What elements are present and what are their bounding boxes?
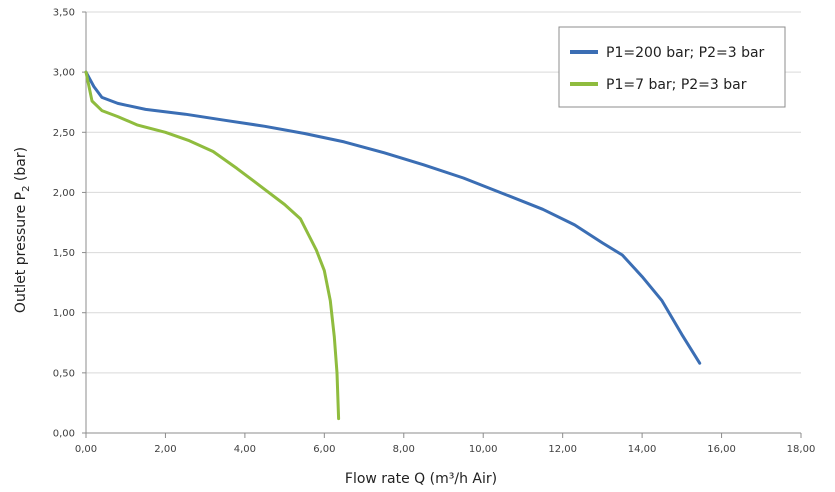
x-tick-label: 16,00	[707, 444, 736, 455]
y-tick-label: 2,00	[53, 188, 75, 199]
y-tick-label: 3,00	[53, 68, 75, 79]
y-axis-title-subscript: 2	[21, 186, 32, 192]
y-tick-label: 0,00	[53, 429, 75, 440]
x-tick-label: 14,00	[628, 444, 657, 455]
series-lines	[84, 70, 702, 421]
legend-box	[558, 26, 786, 108]
x-tick-label: 12,00	[548, 444, 577, 455]
y-axis-title: Outlet pressure P2 (bar)	[13, 147, 32, 313]
x-tick-label: 18,00	[787, 444, 816, 455]
x-tick-label: 4,00	[234, 444, 256, 455]
x-tick-label: 10,00	[469, 444, 498, 455]
y-tick-label: 2,50	[53, 128, 75, 139]
y-tick-labels: 0,00 0,50 1,00 1,50 2,00 2,50 3,00 3,50	[53, 8, 75, 440]
gridlines	[86, 11, 801, 374]
legend: P1=200 bar; P2=3 bar P1=7 bar; P2=3 bar	[558, 26, 786, 108]
legend-label-series-1: P1=200 bar; P2=3 bar	[606, 45, 765, 61]
x-tick-label: 2,00	[154, 444, 176, 455]
y-tick-label: 1,50	[53, 248, 75, 259]
series-line-1	[84, 70, 702, 365]
y-tick-label: 1,00	[53, 308, 75, 319]
x-tick-label: 0,00	[75, 444, 97, 455]
series-line-2	[84, 70, 341, 421]
x-tick-label: 8,00	[393, 444, 415, 455]
y-tick-label: 0,50	[53, 368, 75, 379]
x-tick-labels: 0,00 2,00 4,00 6,00 8,00 10,00 12,00 14,00 16,00…	[75, 444, 815, 455]
x-tick-label: 6,00	[313, 444, 335, 455]
legend-label-series-2: P1=7 bar; P2=3 bar	[606, 77, 747, 93]
y-tick-label: 3,50	[53, 8, 75, 19]
axes	[82, 11, 802, 438]
x-axis-title: Flow rate Q (m³/h Air)	[345, 471, 497, 487]
